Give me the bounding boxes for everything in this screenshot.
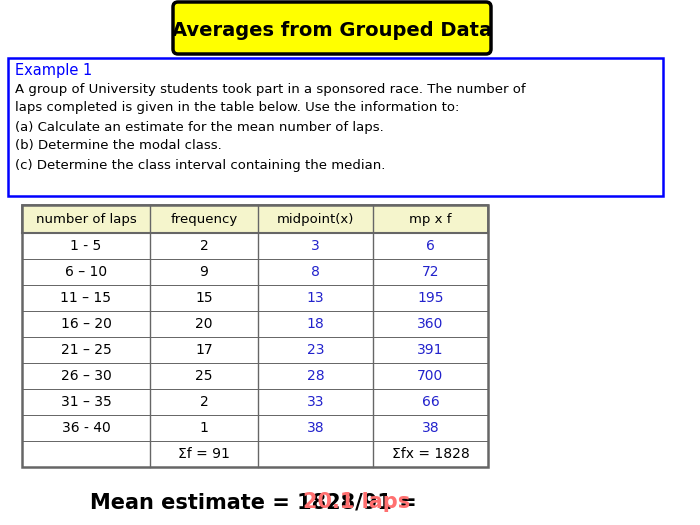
- Bar: [22, 285, 488, 311]
- Text: 1: 1: [199, 421, 209, 435]
- Text: (b) Determine the modal class.: (b) Determine the modal class.: [15, 140, 222, 152]
- Text: 23: 23: [307, 343, 324, 357]
- Text: 391: 391: [417, 343, 444, 357]
- Text: 20: 20: [195, 317, 213, 331]
- Text: 8: 8: [311, 265, 320, 279]
- Text: number of laps: number of laps: [36, 213, 136, 226]
- Text: 9: 9: [199, 265, 209, 279]
- Text: 28: 28: [307, 369, 324, 383]
- Bar: [22, 233, 488, 259]
- Text: Σfx = 1828: Σfx = 1828: [391, 447, 470, 461]
- Bar: [22, 259, 488, 285]
- Bar: [22, 205, 488, 467]
- Text: 20.1 laps: 20.1 laps: [303, 492, 410, 512]
- Text: A group of University students took part in a sponsored race. The number of: A group of University students took part…: [15, 82, 526, 96]
- Text: 66: 66: [421, 395, 440, 409]
- Text: Σf = 91: Σf = 91: [178, 447, 230, 461]
- Text: 6 – 10: 6 – 10: [65, 265, 107, 279]
- Text: 36 - 40: 36 - 40: [62, 421, 111, 435]
- Text: 3: 3: [311, 239, 320, 253]
- Text: 21 – 25: 21 – 25: [61, 343, 111, 357]
- Text: 2: 2: [199, 239, 209, 253]
- Bar: [22, 205, 488, 233]
- Text: midpoint(x): midpoint(x): [276, 213, 354, 226]
- Bar: [22, 311, 488, 337]
- Text: 195: 195: [417, 291, 444, 305]
- Text: 25: 25: [195, 369, 213, 383]
- Text: 18: 18: [307, 317, 324, 331]
- Text: 1 - 5: 1 - 5: [71, 239, 102, 253]
- Bar: [22, 337, 488, 363]
- Text: 72: 72: [421, 265, 440, 279]
- Text: laps completed is given in the table below. Use the information to:: laps completed is given in the table bel…: [15, 101, 459, 114]
- Text: Mean estimate = 1828/91 =: Mean estimate = 1828/91 =: [90, 492, 424, 512]
- Text: 38: 38: [307, 421, 324, 435]
- FancyBboxPatch shape: [173, 2, 491, 54]
- Bar: [22, 441, 488, 467]
- Text: 38: 38: [421, 421, 440, 435]
- Bar: [8, 58, 663, 196]
- Text: 15: 15: [195, 291, 213, 305]
- Text: Averages from Grouped Data: Averages from Grouped Data: [172, 20, 492, 39]
- Bar: [22, 415, 488, 441]
- Text: 700: 700: [417, 369, 444, 383]
- Text: 11 – 15: 11 – 15: [60, 291, 111, 305]
- Text: 6: 6: [426, 239, 435, 253]
- Text: (a) Calculate an estimate for the mean number of laps.: (a) Calculate an estimate for the mean n…: [15, 121, 384, 133]
- Text: 360: 360: [417, 317, 444, 331]
- Text: 16 – 20: 16 – 20: [61, 317, 111, 331]
- Text: 2: 2: [199, 395, 209, 409]
- Bar: [22, 363, 488, 389]
- Text: Example 1: Example 1: [15, 64, 92, 79]
- Text: 31 – 35: 31 – 35: [61, 395, 111, 409]
- Text: mp x f: mp x f: [410, 213, 452, 226]
- Text: 13: 13: [307, 291, 324, 305]
- Text: 33: 33: [307, 395, 324, 409]
- Text: (c) Determine the class interval containing the median.: (c) Determine the class interval contain…: [15, 159, 386, 172]
- Bar: [22, 389, 488, 415]
- Text: 17: 17: [195, 343, 213, 357]
- Text: frequency: frequency: [170, 213, 237, 226]
- Text: 26 – 30: 26 – 30: [61, 369, 111, 383]
